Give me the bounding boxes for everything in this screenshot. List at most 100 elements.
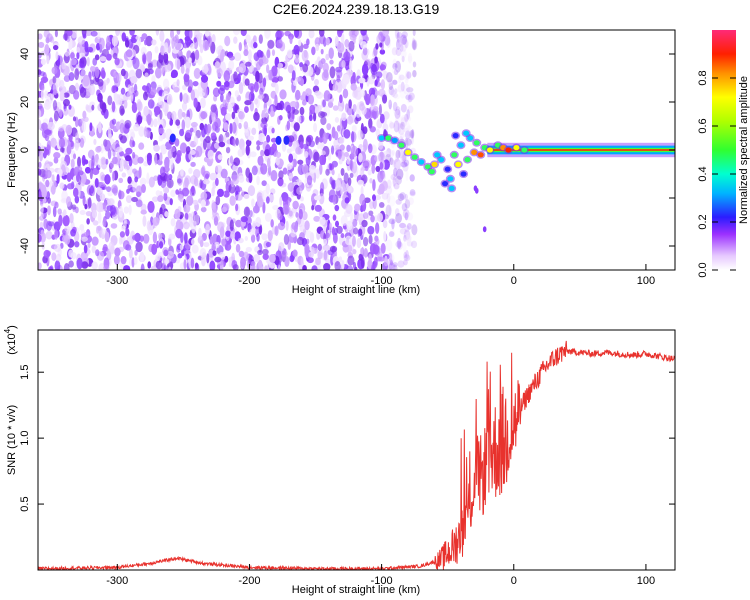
noise-cell (259, 87, 264, 96)
noise-cell (398, 74, 402, 84)
noise-cell (350, 83, 357, 91)
noise-cell (174, 208, 181, 220)
noise-cell (391, 149, 396, 156)
noise-cell (163, 192, 168, 201)
noise-cell (238, 250, 245, 258)
noise-cell (393, 120, 400, 133)
noise-cell (63, 234, 71, 245)
noise-cell (219, 93, 224, 103)
noise-cell (183, 259, 187, 270)
noise-cell (66, 172, 72, 183)
noise-cell (200, 97, 206, 109)
noise-cell (225, 146, 231, 154)
noise-cell (391, 219, 395, 230)
noise-cell (176, 149, 182, 158)
noise-cell (340, 215, 348, 226)
noise-cell (400, 155, 406, 164)
noise-cell (294, 89, 301, 101)
noise-cell (95, 249, 100, 257)
noise-cell (385, 153, 392, 164)
noise-cell (212, 243, 217, 251)
noise-cell (131, 101, 138, 114)
noise-cell (397, 260, 405, 268)
noise-cell (399, 88, 406, 99)
noise-cell (70, 252, 77, 260)
noise-cell (161, 101, 168, 113)
transition-cell (447, 176, 454, 182)
noise-cell (402, 153, 407, 162)
noise-cell (292, 200, 299, 210)
noise-cell (217, 221, 225, 233)
noise-cell (405, 234, 412, 242)
noise-cell (399, 132, 405, 139)
noise-cell (379, 113, 385, 124)
noise-cell (186, 195, 194, 206)
noise-cell (394, 30, 400, 40)
noise-cell (304, 150, 309, 159)
noise-cell (397, 193, 405, 202)
noise-cell (348, 30, 352, 37)
noise-cell (400, 161, 408, 168)
noise-cell (290, 230, 297, 238)
noise-cell (89, 122, 93, 132)
noise-cell (57, 168, 63, 176)
noise-cell (163, 44, 169, 55)
noise-cell (318, 60, 324, 70)
noise-cell (91, 209, 98, 219)
noise-cell (388, 252, 393, 262)
noise-cell (277, 76, 283, 82)
noise-cell (238, 122, 242, 130)
noise-cell (340, 186, 344, 197)
noise-cell (119, 231, 125, 238)
noise-cell (235, 137, 239, 146)
noise-cell (152, 231, 158, 244)
noise-cell (70, 58, 77, 66)
noise-cell (105, 210, 111, 220)
noise-cell (155, 30, 160, 36)
noise-cell (406, 222, 412, 230)
noise-cell (104, 231, 110, 243)
noise-cell (334, 260, 341, 270)
noise-cell (198, 227, 202, 239)
noise-cell (70, 158, 75, 169)
noise-cell (76, 46, 81, 53)
noise-cell (212, 250, 217, 256)
noise-cell (411, 39, 418, 51)
noise-cell (164, 258, 170, 265)
transition-cell (378, 135, 385, 141)
noise-cell (406, 237, 412, 247)
noise-cell (387, 77, 393, 84)
noise-cell (91, 104, 95, 111)
noise-cell (150, 81, 157, 90)
noise-cell (402, 242, 407, 253)
transition-cell (391, 137, 398, 143)
noise-cell (397, 237, 402, 250)
noise-cell (395, 38, 401, 51)
noise-cell (359, 102, 365, 111)
noise-cell (405, 94, 411, 101)
noise-cell (228, 60, 235, 71)
noise-cell (406, 241, 414, 247)
noise-cell (97, 31, 101, 40)
noise-cell (411, 129, 415, 139)
noise-cell (313, 122, 318, 133)
noise-cell (245, 139, 252, 147)
noise-cell (396, 32, 400, 43)
noise-cell (332, 84, 339, 92)
noise-cell (412, 40, 417, 50)
noise-cell (399, 222, 406, 229)
noise-cell (170, 69, 179, 78)
noise-cell (362, 160, 370, 169)
noise-cell (145, 114, 152, 124)
noise-cell (262, 201, 266, 214)
noise-cell (251, 198, 255, 208)
noise-cell (325, 37, 330, 46)
noise-cell (140, 263, 145, 270)
noise-cell (337, 150, 342, 160)
noise-cell (249, 228, 255, 236)
noise-cell (68, 104, 72, 110)
noise-cell (287, 182, 295, 192)
noise-cell (264, 30, 271, 39)
noise-cell (293, 30, 300, 39)
noise-cell (349, 172, 354, 179)
